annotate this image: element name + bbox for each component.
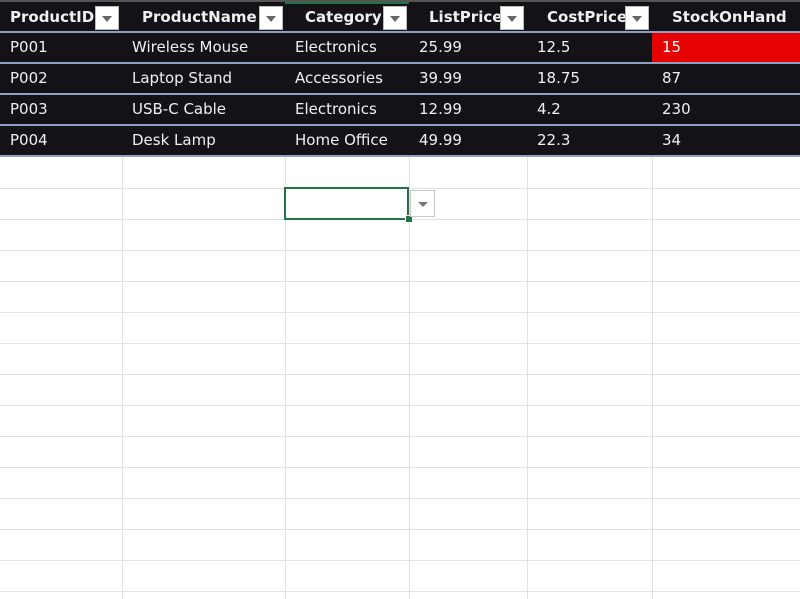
fill-handle[interactable] — [405, 215, 413, 223]
header-row: ProductID ProductName Category ListPrice… — [0, 0, 800, 33]
cell-listprice[interactable]: 49.99 — [419, 131, 462, 149]
cell-listprice[interactable]: 25.99 — [419, 38, 462, 56]
cell-stockonhand[interactable]: 230 — [662, 100, 691, 118]
gridline — [285, 0, 286, 599]
cell-category[interactable]: Electronics — [295, 100, 377, 118]
selected-cell[interactable] — [284, 187, 409, 220]
gridline — [0, 312, 800, 313]
gridline — [527, 0, 528, 599]
cell-listprice[interactable]: 39.99 — [419, 69, 462, 87]
table-row: P004 Desk Lamp Home Office 49.99 22.3 34 — [0, 126, 800, 157]
gridline — [0, 591, 800, 592]
cell-productid[interactable]: P004 — [10, 131, 48, 149]
gridline — [0, 405, 800, 406]
cell-productid[interactable]: P003 — [10, 100, 48, 118]
gridline — [0, 529, 800, 530]
filter-dropdown-icon[interactable] — [383, 6, 407, 30]
filter-dropdown-icon[interactable] — [625, 6, 649, 30]
cell-productname[interactable]: Desk Lamp — [132, 131, 216, 149]
cell-stockonhand[interactable]: 15 — [652, 33, 800, 62]
cell-category[interactable]: Electronics — [295, 38, 377, 56]
cell-category[interactable]: Accessories — [295, 69, 383, 87]
header-stockonhand[interactable]: StockOnHand — [672, 8, 787, 26]
active-column-indicator — [285, 2, 409, 4]
cell-category[interactable]: Home Office — [295, 131, 388, 149]
gridline — [652, 0, 653, 599]
cell-stockonhand[interactable]: 87 — [662, 69, 682, 87]
header-productname[interactable]: ProductName — [142, 8, 257, 26]
cell-dropdown-button[interactable] — [410, 190, 435, 217]
cell-listprice[interactable]: 12.99 — [419, 100, 462, 118]
gridline — [0, 281, 800, 282]
cell-productname[interactable]: Laptop Stand — [132, 69, 233, 87]
header-productid[interactable]: ProductID — [10, 8, 95, 26]
gridline — [0, 250, 800, 251]
cell-costprice[interactable]: 12.5 — [537, 38, 571, 56]
header-costprice[interactable]: CostPrice — [547, 8, 628, 26]
filter-dropdown-icon[interactable] — [95, 6, 119, 30]
gridline — [0, 498, 800, 499]
header-category[interactable]: Category — [305, 8, 382, 26]
gridline — [0, 436, 800, 437]
table-row: P001 Wireless Mouse Electronics 25.99 12.5 15 — [0, 33, 800, 64]
gridline — [122, 0, 123, 599]
gridline — [0, 343, 800, 344]
filter-dropdown-icon[interactable] — [500, 6, 524, 30]
gridline — [0, 560, 800, 561]
gridline — [0, 374, 800, 375]
filter-dropdown-icon[interactable] — [259, 6, 283, 30]
cell-costprice[interactable]: 22.3 — [537, 131, 571, 149]
cell-costprice[interactable]: 18.75 — [537, 69, 580, 87]
table-row: P003 USB-C Cable Electronics 12.99 4.2 230 — [0, 95, 800, 126]
cell-costprice[interactable]: 4.2 — [537, 100, 561, 118]
header-listprice[interactable]: ListPrice — [429, 8, 503, 26]
cell-stockonhand[interactable]: 34 — [662, 131, 682, 149]
gridline — [0, 467, 800, 468]
cell-productid[interactable]: P001 — [10, 38, 48, 56]
cell-productid[interactable]: P002 — [10, 69, 48, 87]
cell-productname[interactable]: Wireless Mouse — [132, 38, 249, 56]
gridline — [409, 0, 410, 599]
table-row: P002 Laptop Stand Accessories 39.99 18.75 87 — [0, 64, 800, 95]
cell-productname[interactable]: USB-C Cable — [132, 100, 227, 118]
